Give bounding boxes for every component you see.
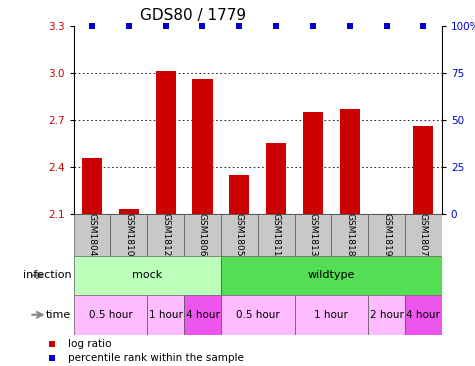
- Text: 1 hour: 1 hour: [149, 310, 182, 320]
- Text: GSM1811: GSM1811: [272, 213, 281, 257]
- Bar: [294, 214, 332, 256]
- Text: 0.5 hour: 0.5 hour: [236, 310, 280, 320]
- Bar: [368, 295, 405, 335]
- Bar: [82, 157, 102, 214]
- Bar: [147, 214, 184, 256]
- Bar: [405, 295, 442, 335]
- Bar: [257, 214, 294, 256]
- Text: GSM1810: GSM1810: [124, 213, 133, 257]
- Text: percentile rank within the sample: percentile rank within the sample: [68, 353, 244, 363]
- Text: infection: infection: [23, 270, 71, 280]
- Bar: [294, 295, 368, 335]
- Bar: [221, 295, 294, 335]
- Bar: [184, 295, 221, 335]
- Bar: [74, 214, 110, 256]
- Bar: [74, 295, 147, 335]
- Text: wildtype: wildtype: [308, 270, 355, 280]
- Bar: [368, 214, 405, 256]
- Bar: [74, 256, 221, 295]
- Text: GSM1806: GSM1806: [198, 213, 207, 257]
- Bar: [119, 209, 139, 214]
- Text: 2 hour: 2 hour: [370, 310, 403, 320]
- Bar: [229, 175, 249, 214]
- Bar: [155, 71, 176, 214]
- Bar: [413, 126, 434, 214]
- Bar: [340, 109, 360, 214]
- Text: time: time: [46, 310, 71, 320]
- Text: GSM1813: GSM1813: [308, 213, 317, 257]
- Bar: [332, 214, 368, 256]
- Text: 4 hour: 4 hour: [407, 310, 440, 320]
- Bar: [192, 79, 213, 214]
- Bar: [303, 112, 323, 214]
- Text: GDS80 / 1779: GDS80 / 1779: [140, 8, 246, 23]
- Bar: [405, 214, 442, 256]
- Bar: [110, 214, 147, 256]
- Bar: [221, 214, 257, 256]
- Text: mock: mock: [132, 270, 162, 280]
- Bar: [184, 214, 221, 256]
- Text: 0.5 hour: 0.5 hour: [88, 310, 133, 320]
- Text: GSM1819: GSM1819: [382, 213, 391, 257]
- Text: GSM1807: GSM1807: [419, 213, 428, 257]
- Bar: [266, 143, 286, 214]
- Text: GSM1812: GSM1812: [161, 213, 170, 257]
- Text: log ratio: log ratio: [68, 339, 112, 350]
- Bar: [221, 256, 442, 295]
- Text: 4 hour: 4 hour: [186, 310, 219, 320]
- Text: 1 hour: 1 hour: [314, 310, 348, 320]
- Text: GSM1818: GSM1818: [345, 213, 354, 257]
- Text: GSM1805: GSM1805: [235, 213, 244, 257]
- Text: GSM1804: GSM1804: [87, 213, 96, 257]
- Bar: [147, 295, 184, 335]
